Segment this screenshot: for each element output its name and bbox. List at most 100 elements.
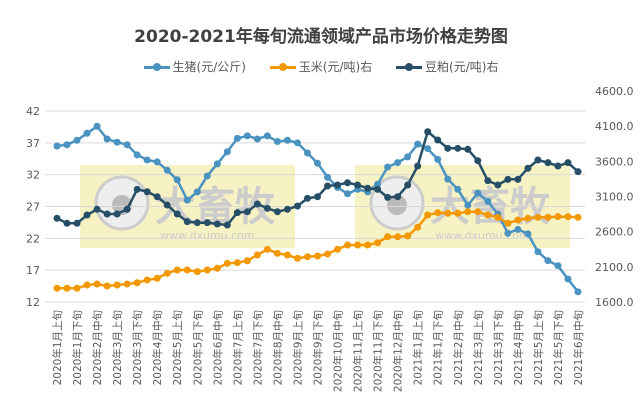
data-point-0 [233, 134, 241, 142]
x-axis-tick-label: 2020年9月下旬 [312, 310, 325, 385]
data-point-1 [544, 213, 552, 221]
data-point-1 [524, 214, 532, 222]
x-axis-tick-label: 2021年1月上旬 [412, 310, 425, 385]
data-point-2 [514, 175, 522, 183]
legend: 生猪(元/公斤) 玉米(元/吨)右 豆粕(元/吨)右 [0, 58, 642, 75]
data-point-1 [273, 249, 281, 257]
left-axis-tick-label: 22 [26, 232, 40, 245]
watermark-logo-icon [387, 195, 407, 215]
data-point-0 [283, 136, 291, 144]
data-point-1 [303, 253, 311, 261]
data-point-2 [223, 221, 231, 229]
data-point-0 [53, 142, 61, 150]
data-point-0 [73, 136, 81, 144]
x-axis-tick-label: 2020年7月下旬 [251, 310, 264, 385]
data-point-1 [384, 233, 392, 241]
data-point-1 [133, 279, 141, 287]
data-point-1 [163, 269, 171, 277]
data-point-2 [414, 162, 422, 170]
chart-title: 2020-2021年每旬流通领域产品市场价格走势图 [134, 27, 508, 47]
data-point-2 [183, 218, 191, 226]
data-point-1 [504, 219, 512, 227]
data-point-1 [564, 213, 572, 221]
data-point-2 [103, 210, 111, 218]
data-point-1 [143, 276, 151, 284]
data-point-1 [233, 259, 241, 267]
data-point-2 [434, 136, 442, 144]
data-point-2 [163, 201, 171, 209]
data-point-0 [454, 185, 462, 193]
data-point-1 [394, 233, 402, 241]
data-point-2 [53, 214, 61, 222]
data-point-2 [303, 194, 311, 202]
data-point-2 [354, 181, 362, 189]
data-point-0 [324, 173, 332, 181]
left-axis-tick-label: 32 [26, 169, 40, 182]
x-axis-tick-label: 2020年3月上旬 [111, 310, 124, 385]
x-axis-tick-label: 2021年5月下旬 [552, 310, 565, 385]
legend-item-soymeal: 豆粕(元/吨)右 [396, 58, 498, 75]
data-point-2 [83, 211, 91, 219]
left-axis-tick-label: 12 [26, 296, 40, 309]
data-point-2 [133, 185, 141, 193]
data-point-0 [173, 176, 181, 184]
data-point-1 [123, 280, 131, 288]
data-point-1 [484, 211, 492, 219]
legend-label: 生猪(元/公斤) [172, 60, 246, 74]
data-point-2 [213, 220, 221, 228]
legend-label: 豆粕(元/吨)右 [425, 60, 499, 74]
data-point-1 [414, 223, 422, 231]
data-point-2 [263, 204, 271, 212]
data-point-0 [183, 196, 191, 204]
data-point-0 [414, 140, 422, 148]
right-axis-tick-label: 2100.0 [595, 261, 634, 274]
data-point-1 [183, 266, 191, 274]
data-point-1 [344, 241, 352, 249]
data-point-1 [103, 282, 111, 290]
x-axis-tick-label: 2020年1月下旬 [71, 310, 84, 385]
data-point-0 [193, 188, 201, 196]
data-point-0 [384, 163, 392, 171]
data-point-2 [574, 168, 582, 176]
data-point-2 [63, 219, 71, 227]
right-axis-tick-label: 3100.0 [595, 191, 634, 204]
x-axis-tick-label: 2020年10月中旬 [332, 310, 345, 392]
data-point-1 [354, 241, 362, 249]
data-point-0 [484, 197, 492, 205]
data-point-1 [223, 259, 231, 267]
left-axis-tick-label: 27 [26, 201, 40, 214]
data-point-0 [464, 201, 472, 209]
data-point-0 [564, 275, 572, 283]
data-point-0 [434, 155, 442, 163]
legend-label: 玉米(元/吨)右 [298, 60, 373, 74]
data-point-0 [404, 153, 412, 161]
data-point-2 [364, 184, 372, 192]
data-point-1 [464, 208, 472, 216]
data-point-0 [213, 160, 221, 168]
data-point-1 [283, 251, 291, 259]
data-point-2 [143, 188, 151, 196]
data-point-2 [233, 209, 241, 217]
data-point-0 [83, 129, 91, 137]
x-axis-tick-label: 2020年2月中旬 [91, 310, 104, 385]
data-point-2 [484, 177, 492, 185]
right-axis-tick-label: 4100.0 [595, 120, 634, 133]
data-point-2 [384, 193, 392, 201]
data-point-0 [534, 248, 542, 256]
data-point-1 [444, 209, 452, 217]
data-point-1 [324, 250, 332, 258]
x-axis-tick-label: 2021年3月下旬 [492, 310, 505, 385]
data-point-2 [374, 185, 382, 193]
left-axis-tick-label: 42 [26, 105, 40, 118]
data-point-1 [494, 213, 502, 221]
data-point-2 [153, 193, 161, 201]
data-point-1 [63, 284, 71, 292]
data-point-2 [454, 144, 462, 152]
data-point-1 [113, 281, 121, 289]
data-point-0 [273, 138, 281, 146]
data-point-2 [474, 157, 482, 165]
data-point-1 [263, 245, 271, 253]
data-point-2 [494, 181, 502, 189]
data-point-0 [143, 156, 151, 164]
